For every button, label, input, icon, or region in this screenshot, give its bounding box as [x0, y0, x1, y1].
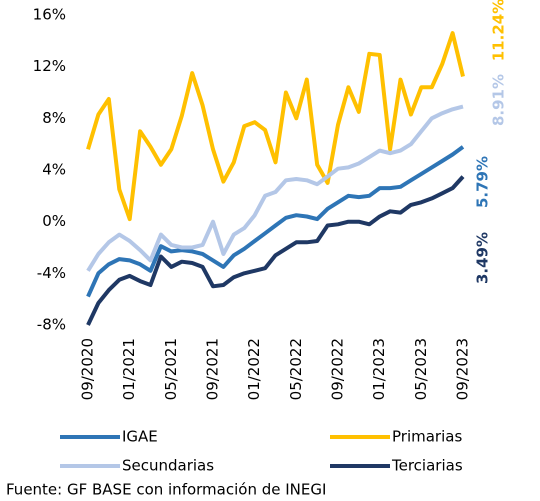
y-tick-label: 4% [42, 161, 66, 179]
x-tick-label: 09/2021 [204, 338, 222, 400]
end-label: 3.49% [474, 232, 492, 284]
legend-label: Terciarias [391, 457, 463, 475]
x-tick-label: 01/2021 [120, 338, 138, 400]
legend-label: Primarias [392, 428, 462, 446]
y-tick-label: -8% [37, 316, 66, 334]
x-tick-label: 09/2022 [329, 338, 347, 400]
series-line [86, 31, 465, 222]
x-tick-label: 05/2021 [162, 338, 180, 400]
x-tick-label: 01/2023 [370, 338, 388, 400]
y-tick-label: 12% [33, 57, 66, 75]
end-label: 5.79% [474, 156, 492, 208]
x-tick-label: 05/2022 [287, 338, 305, 400]
series-line [86, 175, 465, 326]
y-tick-label: 8% [42, 109, 66, 127]
y-tick-label: -4% [37, 264, 66, 282]
x-tick-label: 09/2023 [454, 338, 472, 400]
y-tick-label: 16% [33, 6, 66, 24]
legend-label: Secundarias [122, 457, 214, 475]
source-note: Fuente: GF BASE con información de INEGI [6, 481, 326, 499]
end-label: 8.91% [490, 74, 508, 126]
x-tick-label: 01/2022 [245, 338, 263, 400]
end-label: 11.24% [490, 0, 508, 61]
series-line [86, 104, 464, 272]
y-tick-label: 0% [42, 212, 66, 230]
legend-label: IGAE [122, 428, 158, 446]
x-tick-label: 05/2023 [412, 338, 430, 400]
series-line [86, 145, 465, 298]
x-tick-label: 09/2020 [79, 338, 97, 400]
